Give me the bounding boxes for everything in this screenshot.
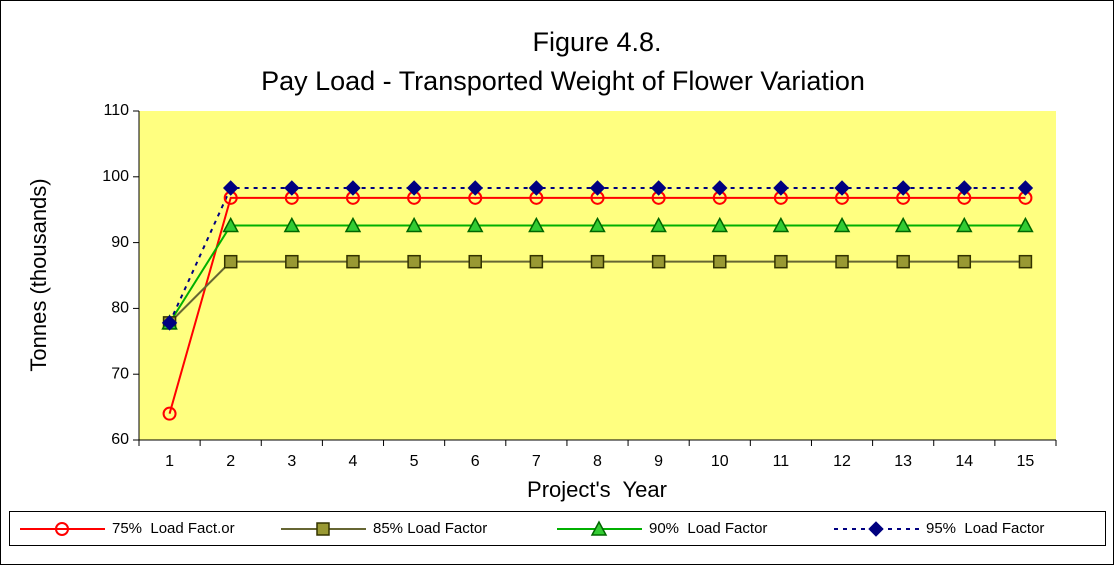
marker bbox=[285, 254, 299, 269]
marker bbox=[772, 216, 790, 233]
marker bbox=[957, 254, 972, 269]
marker bbox=[711, 216, 729, 233]
marker bbox=[283, 216, 301, 233]
x-tick-label: 12 bbox=[833, 453, 851, 470]
marker bbox=[1017, 180, 1034, 196]
marker bbox=[344, 216, 362, 233]
marker bbox=[713, 254, 727, 269]
marker bbox=[1018, 254, 1033, 269]
x-tick-label: 4 bbox=[349, 453, 358, 470]
marker bbox=[466, 216, 484, 233]
marker bbox=[868, 521, 884, 537]
legend-label: 95% Load Factor bbox=[926, 520, 1044, 537]
marker bbox=[834, 180, 850, 196]
x-tick-label: 10 bbox=[711, 453, 729, 470]
marker bbox=[1017, 216, 1034, 233]
chart-title: Figure 4.8. bbox=[532, 27, 661, 57]
marker bbox=[222, 216, 239, 233]
marker bbox=[895, 180, 911, 196]
legend-label: 85% Load Factor bbox=[373, 520, 487, 537]
y-tick-label: 60 bbox=[111, 431, 129, 448]
x-tick-label: 2 bbox=[226, 453, 235, 470]
x-tick-label: 11 bbox=[773, 453, 790, 470]
y-tick-label: 80 bbox=[111, 300, 129, 317]
marker bbox=[161, 315, 178, 331]
marker bbox=[345, 180, 361, 196]
marker bbox=[833, 216, 851, 233]
marker bbox=[529, 254, 544, 269]
y-tick-label: 90 bbox=[111, 234, 129, 251]
y-tick-label: 110 bbox=[103, 102, 129, 119]
marker bbox=[528, 216, 545, 233]
marker bbox=[896, 254, 910, 269]
marker bbox=[712, 180, 728, 196]
marker bbox=[835, 254, 849, 269]
marker bbox=[468, 254, 482, 269]
x-tick-label: 15 bbox=[1017, 453, 1035, 470]
x-tick-label: 3 bbox=[287, 453, 296, 470]
marker bbox=[407, 254, 421, 269]
plot-area bbox=[139, 111, 1056, 440]
x-axis-label: Project's Year bbox=[527, 477, 667, 502]
marker bbox=[894, 216, 912, 233]
marker bbox=[650, 216, 667, 233]
marker bbox=[406, 180, 422, 196]
marker bbox=[590, 520, 608, 536]
x-tick-label: 8 bbox=[593, 453, 602, 470]
y-axis-label: Tonnes (thousands) bbox=[26, 178, 51, 371]
marker bbox=[956, 216, 973, 233]
marker bbox=[590, 254, 605, 269]
marker bbox=[651, 254, 666, 269]
marker bbox=[956, 180, 973, 196]
marker bbox=[222, 180, 239, 196]
legend-label: 75% Load Fact.or bbox=[112, 520, 235, 537]
x-tick-label: 6 bbox=[471, 453, 480, 470]
marker bbox=[223, 254, 238, 269]
chart-subtitle: Pay Load - Transported Weight of Flower … bbox=[261, 66, 865, 96]
series-line bbox=[168, 196, 1026, 414]
x-tick-label: 13 bbox=[894, 453, 912, 470]
x-tick-label: 7 bbox=[532, 453, 541, 470]
marker bbox=[589, 180, 606, 196]
marker bbox=[55, 522, 69, 536]
legend-label: 90% Load Factor bbox=[649, 520, 767, 537]
marker bbox=[346, 254, 360, 269]
marker bbox=[589, 216, 606, 233]
y-tick-label: 100 bbox=[102, 168, 129, 185]
marker bbox=[467, 180, 483, 196]
marker bbox=[774, 254, 788, 269]
marker bbox=[284, 180, 300, 196]
marker bbox=[162, 406, 177, 421]
x-tick-label: 5 bbox=[410, 453, 419, 470]
marker bbox=[650, 180, 667, 196]
x-tick-label: 1 bbox=[165, 453, 174, 470]
marker bbox=[405, 216, 423, 233]
marker bbox=[316, 522, 330, 536]
marker bbox=[773, 180, 789, 196]
x-tick-label: 9 bbox=[654, 453, 663, 470]
y-tick-label: 70 bbox=[111, 365, 129, 382]
marker bbox=[528, 180, 545, 196]
x-tick-label: 14 bbox=[955, 453, 973, 470]
